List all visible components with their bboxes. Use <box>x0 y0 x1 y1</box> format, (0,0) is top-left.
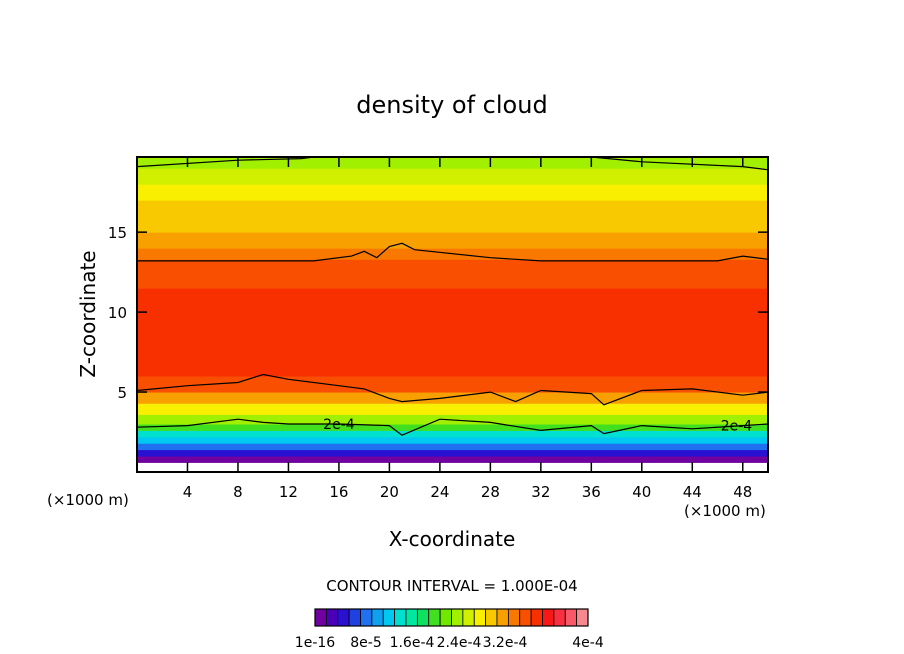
x-tick-label: 8 <box>233 483 243 501</box>
density-band <box>137 443 768 451</box>
contour-label: 2e-4 <box>721 419 753 435</box>
colorbar-swatch <box>337 608 350 627</box>
density-band <box>137 430 768 438</box>
contour-line <box>136 373 769 406</box>
colorbar-swatch <box>325 608 339 627</box>
density-band <box>137 157 768 169</box>
density-band <box>137 216 768 233</box>
colorbar-swatch <box>348 608 361 627</box>
y-axis-label: Z-coordinate <box>76 250 100 377</box>
x-tick-label: 4 <box>183 483 193 501</box>
colorbar-label: 4e-4 <box>572 635 604 651</box>
colorbar <box>314 608 589 627</box>
colorbar-labels: 1e-16 8e-5 1.6e-4 2.4e-4 3.2e-4 4e-4 <box>295 635 604 651</box>
y-axis-ticks: 5 10 15 <box>108 224 768 402</box>
y-tick-label: 10 <box>108 304 127 322</box>
colorbar-swatch <box>405 608 418 627</box>
density-band <box>137 403 768 415</box>
colorbar-swatch <box>462 608 475 627</box>
colorbar-swatch <box>314 608 327 627</box>
x-unit-right: (×1000 m) <box>684 502 766 520</box>
colorbar-frame <box>314 608 589 627</box>
x-tick-label: 16 <box>329 483 348 501</box>
colorbar-swatch <box>542 608 555 627</box>
density-band <box>137 304 768 329</box>
colorbar-swatch <box>439 608 452 627</box>
colorbar-swatch <box>507 608 521 627</box>
colorbar-label: 1e-16 <box>295 635 335 651</box>
colorbar-label: 3.2e-4 <box>483 635 528 651</box>
colorbar-swatch <box>382 608 396 627</box>
y-tick-label: 15 <box>108 224 127 242</box>
x-axis-label: X-coordinate <box>389 527 516 551</box>
density-band <box>137 168 768 185</box>
x-tick-label: 24 <box>430 483 449 501</box>
x-tick-label: 44 <box>683 483 702 501</box>
y-tick-label: 5 <box>117 384 127 402</box>
colorbar-swatch <box>394 608 407 627</box>
chart-title: density of cloud <box>356 91 547 119</box>
density-band <box>137 392 768 404</box>
density-band <box>137 259 768 273</box>
colorbar-swatch <box>496 608 509 627</box>
colorbar-swatch <box>473 608 487 627</box>
density-band <box>137 449 768 457</box>
colorbar-swatch <box>519 608 532 627</box>
colorbar-swatch <box>530 608 543 627</box>
x-tick-label: 12 <box>279 483 298 501</box>
x-tick-label: 28 <box>481 483 500 501</box>
density-band <box>137 456 768 463</box>
x-tick-label: 40 <box>632 483 651 501</box>
x-tick-label: 20 <box>380 483 399 501</box>
density-band <box>137 184 768 201</box>
colorbar-swatch <box>360 608 373 627</box>
plot-frame <box>136 156 769 473</box>
x-tick-label: 48 <box>733 483 752 501</box>
colorbar-label: 2.4e-4 <box>437 635 482 651</box>
colorbar-swatch <box>451 608 464 627</box>
density-band <box>137 328 768 353</box>
colorbar-swatch <box>371 608 384 627</box>
colorbar-label: 8e-5 <box>350 635 381 651</box>
x-tick-label: 32 <box>531 483 550 501</box>
density-band <box>137 272 768 289</box>
contour-line <box>136 418 769 436</box>
contour-label: 2e-4 <box>323 417 355 433</box>
colorbar-swatch <box>576 608 589 627</box>
colorbar-swatch <box>416 608 430 627</box>
contour-labels: 2e-4 2e-4 <box>323 417 752 435</box>
contour-line <box>137 242 769 262</box>
density-band <box>137 424 768 431</box>
x-tick-label: 36 <box>582 483 601 501</box>
density-band <box>137 288 768 305</box>
plot-area <box>137 157 768 472</box>
density-band <box>137 200 768 217</box>
colorbar-swatch <box>485 608 498 627</box>
density-band <box>137 436 768 444</box>
colorbar-swatch <box>428 608 441 627</box>
colorbar-label: 1.6e-4 <box>390 635 435 651</box>
colorbar-swatch <box>564 608 578 627</box>
colorbar-swatch <box>553 608 566 627</box>
density-band <box>137 232 768 249</box>
x-axis-ticks: 4 8 12 16 20 24 28 32 36 40 44 48 <box>183 157 752 501</box>
density-band <box>137 352 768 377</box>
x-unit-left: (×1000 m) <box>47 491 129 509</box>
contour-interval-text: CONTOUR INTERVAL = 1.000E-04 <box>326 577 577 595</box>
